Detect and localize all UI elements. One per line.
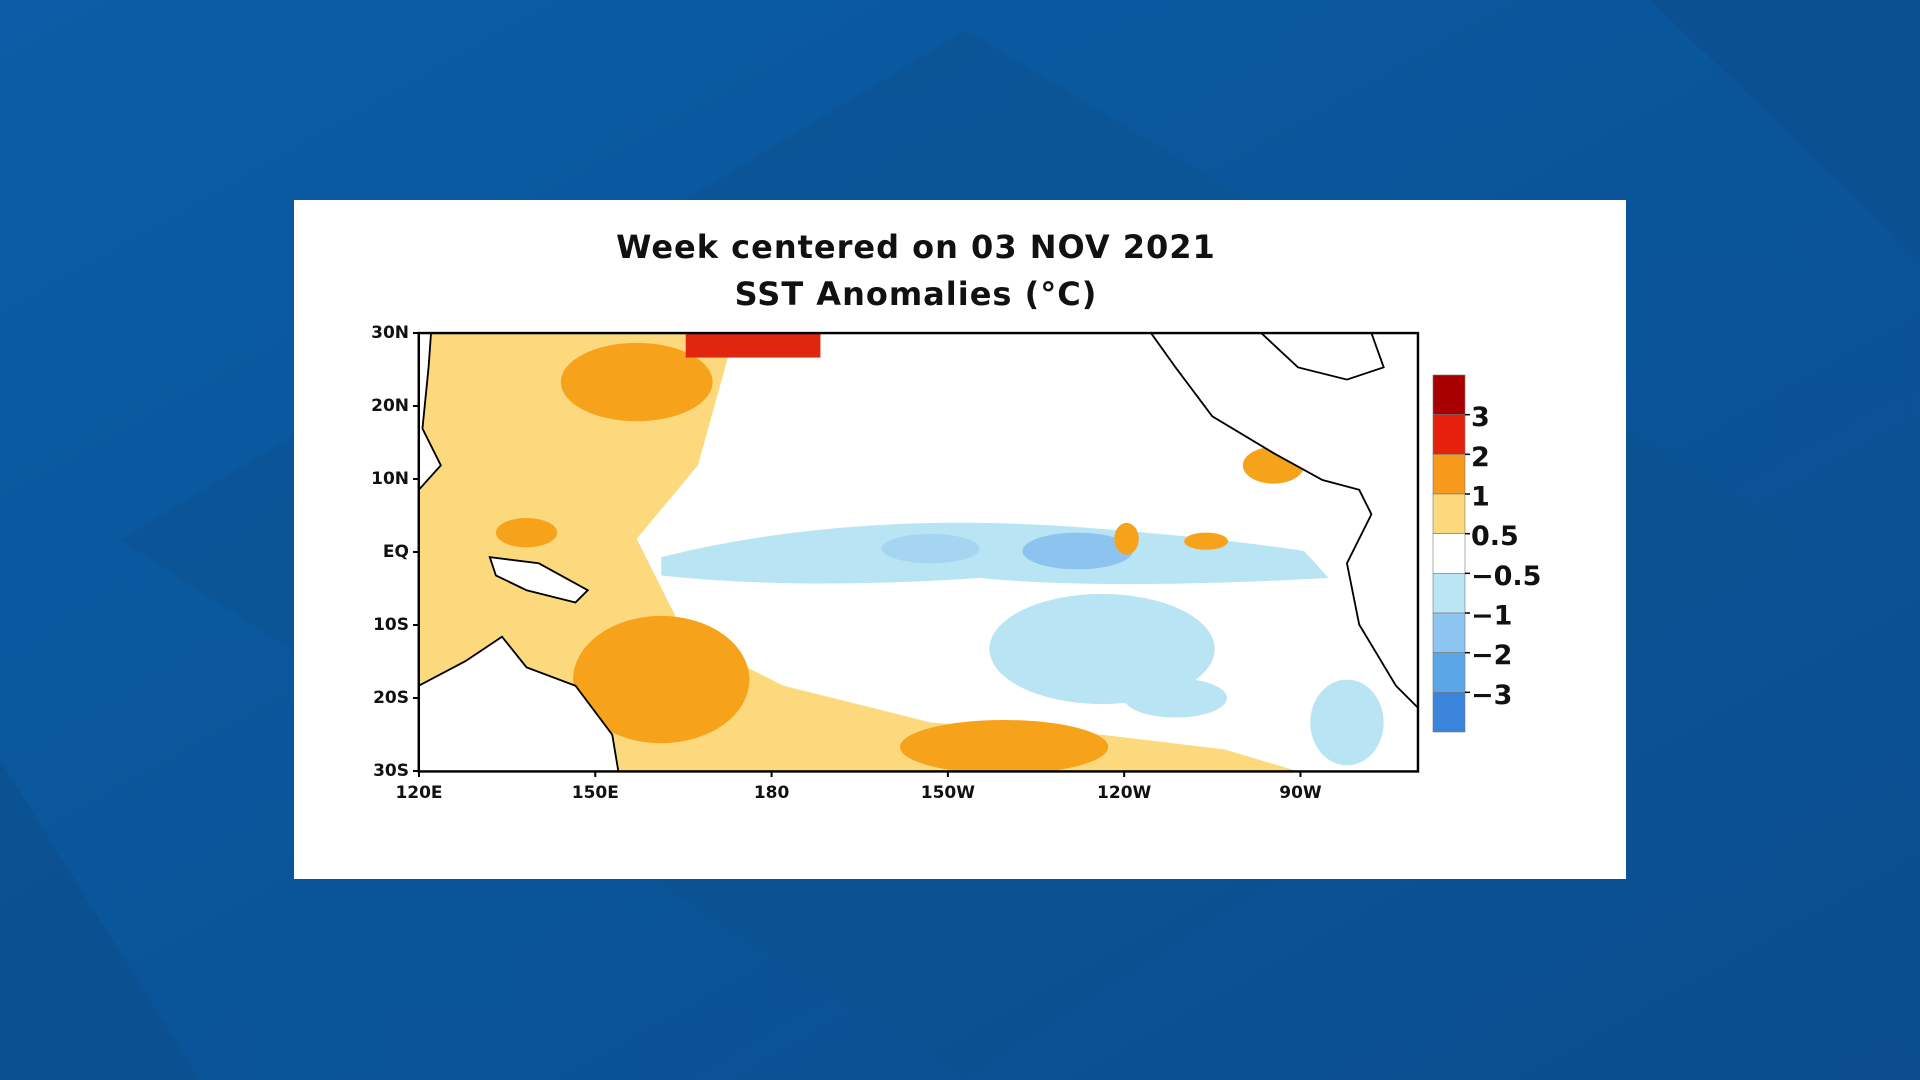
hot-anomaly bbox=[685, 333, 821, 358]
y-tick-label: EQ bbox=[383, 542, 409, 562]
colorbar-label: 0.5 bbox=[1471, 521, 1519, 552]
warm-anomaly bbox=[560, 342, 713, 422]
x-tick-label: 120W bbox=[1097, 783, 1151, 803]
y-tick-label: 20S bbox=[373, 688, 409, 708]
colorbar-segment bbox=[1432, 533, 1466, 574]
land bbox=[1149, 333, 1418, 710]
colorbar-segment bbox=[1432, 414, 1466, 455]
warm-anomaly bbox=[1184, 532, 1229, 550]
land bbox=[488, 556, 590, 604]
colorbar-segment bbox=[1432, 652, 1466, 693]
cool-anomaly bbox=[989, 593, 1215, 705]
cool-anomaly bbox=[881, 533, 980, 564]
colorbar-segment bbox=[1432, 573, 1466, 614]
colorbar-segment bbox=[1432, 493, 1466, 534]
x-tick-label: 150E bbox=[572, 783, 619, 803]
y-tick-label: 10N bbox=[371, 469, 409, 489]
colorbar-label: 2 bbox=[1471, 442, 1490, 473]
cool-anomaly bbox=[1124, 678, 1227, 718]
colorbar-segment bbox=[1432, 692, 1466, 733]
colorbar-label: −3 bbox=[1471, 680, 1512, 711]
warm-anomaly bbox=[900, 720, 1109, 772]
figure-title: Week centered on 03 NOV 2021 bbox=[616, 228, 1216, 266]
warm-anomaly bbox=[573, 615, 750, 744]
y-tick-label: 30N bbox=[371, 323, 409, 343]
background-shape bbox=[1650, 0, 1920, 260]
x-tick-label: 150W bbox=[921, 783, 975, 803]
colorbar-label: 1 bbox=[1471, 482, 1490, 513]
warm-anomaly bbox=[1114, 522, 1139, 555]
land bbox=[418, 333, 442, 492]
colorbar-label: −1 bbox=[1471, 601, 1512, 632]
cool-anomaly bbox=[661, 522, 1329, 585]
y-tick-label: 30S bbox=[373, 761, 409, 781]
x-tick-label: 120E bbox=[395, 783, 442, 803]
background-shape bbox=[0, 760, 200, 1080]
colorbar-segment bbox=[1432, 374, 1466, 415]
x-tick-label: 180 bbox=[754, 783, 790, 803]
y-tick-label: 10S bbox=[373, 615, 409, 635]
cool-anomaly bbox=[1310, 679, 1384, 766]
cool-anomaly bbox=[1022, 532, 1133, 570]
figure-subtitle: SST Anomalies (°C) bbox=[735, 275, 1098, 313]
colorbar-segment bbox=[1432, 454, 1466, 495]
colorbar-label: −0.5 bbox=[1471, 561, 1541, 592]
land bbox=[418, 635, 620, 772]
x-tick-label: 90W bbox=[1279, 783, 1322, 803]
colorbar-segment bbox=[1432, 612, 1466, 653]
colorbar-label: −2 bbox=[1471, 640, 1512, 671]
sst-map bbox=[417, 331, 1420, 773]
colorbar-label: 3 bbox=[1471, 402, 1490, 433]
warm-anomaly bbox=[495, 517, 558, 548]
y-tick-label: 20N bbox=[371, 396, 409, 416]
